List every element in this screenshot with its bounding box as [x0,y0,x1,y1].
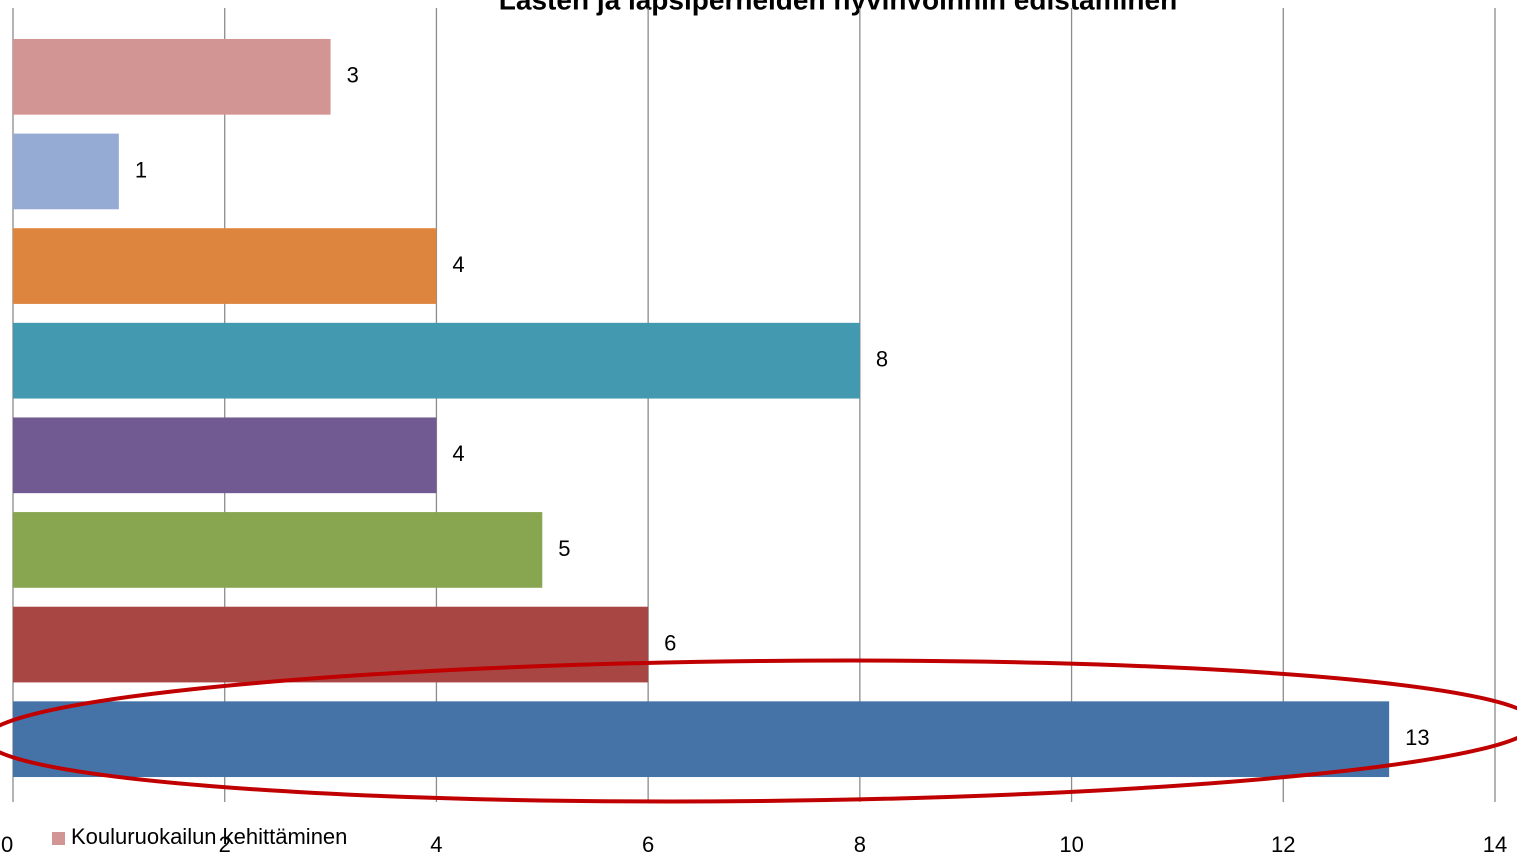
x-tick-label: 10 [1059,832,1083,857]
x-tick-label: 4 [430,832,442,857]
x-tick-label: 6 [642,832,654,857]
legend-swatch [52,832,65,845]
data-label: 8 [876,347,888,372]
bar [13,133,119,210]
data-label: 3 [347,63,359,88]
x-tick-label: 2 [219,832,231,857]
bar [13,322,860,399]
x-tick-label: 0 [1,832,13,857]
data-label: 4 [452,441,464,466]
bars: 3 1 4 8 4 5 6 13 [13,38,1430,778]
x-tick-label: 12 [1271,832,1295,857]
bar [13,417,437,494]
highlight-ellipse [0,658,1517,804]
data-label: 6 [664,630,676,655]
data-label: 5 [558,536,570,561]
data-label: 1 [135,157,147,182]
bar [13,512,543,588]
x-tick-label: 8 [854,832,866,857]
bar [13,701,1390,778]
grid: 0 2 4 6 8 10 12 14 [1,8,1507,857]
data-label: 13 [1405,725,1429,750]
bar [13,228,437,304]
bar [13,38,331,115]
data-label: 4 [452,252,464,277]
legend-label: Kouluruokailun kehittäminen [71,824,347,849]
chart-title: Lasten ja lapsiperheiden hyvinvoinnin ed… [499,0,1177,15]
bar [13,606,649,683]
x-tick-label: 14 [1483,832,1507,857]
